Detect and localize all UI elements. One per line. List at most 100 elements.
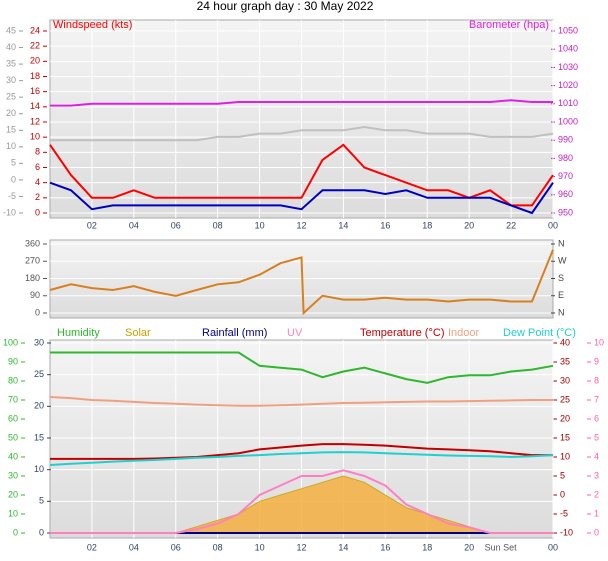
y4-tick-label: 7 xyxy=(594,394,599,404)
y-tick-label: 20 xyxy=(30,56,40,66)
x-tick-label: 18 xyxy=(422,220,432,230)
y4-tick-label: 5 xyxy=(594,432,599,442)
y3-tick-label: 20 xyxy=(8,489,18,499)
y3-tick-label: 50 xyxy=(8,432,18,442)
y2-tick-label: -10 xyxy=(560,527,573,537)
y3-tick-label: 40 xyxy=(6,42,16,52)
y2-tick-label: 970 xyxy=(558,171,573,181)
x-tick-label: 10 xyxy=(255,220,265,230)
y-tick-label: 12 xyxy=(30,116,40,126)
legend-label: Temperature (°C) xyxy=(360,327,444,339)
legend-label: Indoor xyxy=(448,327,480,339)
line xyxy=(49,451,554,466)
x-tick-label: 06 xyxy=(171,542,181,552)
y-tick-label: 0 xyxy=(39,527,44,537)
y2-tick-label: 1040 xyxy=(558,44,578,54)
y-tick-label: 8 xyxy=(35,147,40,157)
legend-label: Solar xyxy=(125,327,151,339)
x-tick-label: 22 xyxy=(506,220,516,230)
y3-tick-label: 5 xyxy=(11,158,16,168)
y4-tick-label: 9 xyxy=(594,356,599,366)
legend-label: Barometer (hpa) xyxy=(469,19,549,31)
y3-tick-label: 20 xyxy=(6,108,16,118)
y3-tick-label: 15 xyxy=(6,125,16,135)
y2-tick-label: W xyxy=(558,256,567,266)
line xyxy=(49,249,554,316)
y3-tick-label: -10 xyxy=(3,207,16,217)
x-tick-label: 20 xyxy=(464,542,474,552)
y-tick-label: 25 xyxy=(34,369,44,379)
y-tick-label: 360 xyxy=(25,238,40,248)
y3-tick-label: 90 xyxy=(8,356,18,366)
y2-tick-label: 5 xyxy=(560,470,565,480)
y2-tick-label: E xyxy=(558,290,564,300)
y-tick-label: 10 xyxy=(30,132,40,142)
y3-tick-label: 70 xyxy=(8,394,18,404)
y2-tick-label: -5 xyxy=(560,508,568,518)
legend-label: Dew Point (°C) xyxy=(503,327,576,339)
line xyxy=(50,125,554,142)
y4-tick-label: 8 xyxy=(594,375,599,385)
line xyxy=(50,99,553,107)
line xyxy=(50,469,553,534)
x-tick-label: 02 xyxy=(87,542,97,552)
y4-tick-label: 10 xyxy=(594,337,604,347)
y3-tick-label: 40 xyxy=(8,451,18,461)
y2-tick-label: 950 xyxy=(558,207,573,217)
y4-tick-label: 4 xyxy=(594,451,599,461)
x-tick-label: 10 xyxy=(255,542,265,552)
y-tick-label: 90 xyxy=(30,290,40,300)
y-tick-label: 6 xyxy=(35,162,40,172)
legend-label: Humidity xyxy=(57,327,100,339)
y-tick-label: 22 xyxy=(30,41,40,51)
x-tick-label: 08 xyxy=(213,542,223,552)
x-tick-label: 06 xyxy=(171,220,181,230)
y3-tick-label: 45 xyxy=(6,25,16,35)
y2-tick-label: 1030 xyxy=(558,62,578,72)
y2-tick-label: 40 xyxy=(560,337,570,347)
y-tick-label: 0 xyxy=(35,207,40,217)
y-tick-label: 24 xyxy=(30,25,40,35)
y2-tick-label: 960 xyxy=(558,189,573,199)
x-tick-label: 18 xyxy=(422,542,432,552)
y4-tick-label: 1 xyxy=(594,508,599,518)
y2-tick-label: 35 xyxy=(560,356,570,366)
x-tick-label: 12 xyxy=(296,220,306,230)
y3-tick-label: 0 xyxy=(13,527,18,537)
y-tick-label: 14 xyxy=(30,101,40,111)
x-tick-label: 16 xyxy=(380,542,390,552)
y-tick-label: 4 xyxy=(35,177,40,187)
legend-label: Rainfall (mm) xyxy=(202,327,267,339)
x-tick-label: 02 xyxy=(87,220,97,230)
line xyxy=(49,181,554,215)
y2-tick-label: 15 xyxy=(560,432,570,442)
y2-tick-label: N xyxy=(558,307,565,317)
y-tick-label: 20 xyxy=(34,401,44,411)
legend-label: UV xyxy=(287,327,303,339)
x-tick-label: 12 xyxy=(296,542,306,552)
page-title: 24 hour graph day : 30 May 2022 xyxy=(197,0,374,13)
x-tick-label: 04 xyxy=(129,542,139,552)
y2-tick-label: 1020 xyxy=(558,80,578,90)
y3-tick-label: 0 xyxy=(11,174,16,184)
y2-tick-label: 980 xyxy=(558,153,573,163)
y3-tick-label: -5 xyxy=(8,191,16,201)
y2-tick-label: 990 xyxy=(558,135,573,145)
y-tick-label: 18 xyxy=(30,71,40,81)
x-tick-label: 04 xyxy=(129,220,139,230)
y2-tick-label: 1000 xyxy=(558,116,578,126)
x-tick-label: 14 xyxy=(338,220,348,230)
line xyxy=(49,396,553,407)
x-tick-label: 16 xyxy=(380,220,390,230)
x-tick-label: 00 xyxy=(548,220,558,230)
y-tick-label: 0 xyxy=(35,307,40,317)
y3-tick-label: 25 xyxy=(6,92,16,102)
y2-tick-label: S xyxy=(558,273,564,283)
y3-tick-label: 80 xyxy=(8,375,18,385)
y2-tick-label: 1010 xyxy=(558,98,578,108)
y-tick-label: 16 xyxy=(30,86,40,96)
y4-tick-label: 6 xyxy=(594,413,599,423)
y-tick-label: 180 xyxy=(25,273,40,283)
y3-tick-label: 10 xyxy=(8,508,18,518)
y4-tick-label: 3 xyxy=(594,470,599,480)
